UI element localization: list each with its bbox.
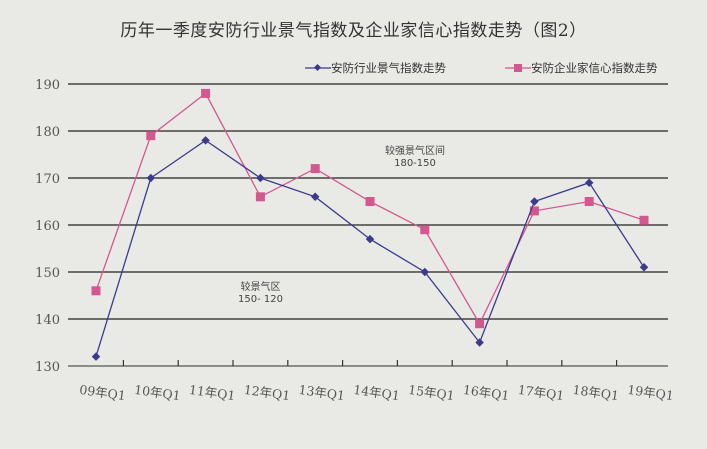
y-tick-label: 180	[35, 125, 60, 140]
x-tick-label: 17年Q1	[517, 382, 565, 403]
y-tick-label: 160	[35, 219, 60, 234]
data-point-square	[420, 225, 430, 235]
x-tick-label: 19年Q1	[627, 382, 675, 403]
data-point-square	[310, 164, 320, 174]
data-point-square	[584, 197, 594, 206]
annotation-line: 150- 120	[238, 294, 283, 305]
x-tick-label: 13年Q1	[298, 382, 346, 403]
x-tick-label: 09年Q1	[79, 382, 127, 403]
chart-title: 历年一季度安防行业景气指数及企业家信心指数走势（图2）	[120, 21, 587, 41]
annotation-line: 较强景气区间	[385, 146, 445, 157]
x-tick-label: 18年Q1	[572, 382, 620, 403]
legend-item-confidence: 安防企业家信心指数走势	[505, 60, 658, 76]
data-point-diamond	[420, 267, 430, 277]
x-tick-label: 14年Q1	[353, 382, 401, 403]
legend-item-industry: 安防行业景气指数走势	[305, 60, 446, 76]
annotation-strong-zone: 较强景气区间 180-150	[385, 146, 445, 170]
x-tick-label: 10年Q1	[133, 382, 181, 403]
annotation-line: 较景气区	[240, 282, 281, 293]
y-tick-label: 170	[35, 172, 60, 187]
x-tick-label: 15年Q1	[407, 382, 455, 403]
data-point-square	[639, 215, 649, 225]
data-point-diamond	[146, 173, 156, 183]
data-point-diamond	[91, 352, 101, 361]
annotation-moderate-zone: 较景气区 150- 120	[238, 282, 283, 306]
data-point-diamond	[256, 173, 265, 183]
series-line	[95, 139, 645, 357]
annotation-line: 180-150	[394, 158, 436, 169]
data-point-square	[475, 319, 485, 329]
x-tick-label: 11年Q1	[188, 382, 236, 403]
y-tick-label: 130	[35, 360, 60, 375]
data-point-square	[146, 131, 156, 141]
data-point-diamond	[584, 178, 594, 187]
data-point-diamond	[475, 338, 484, 347]
y-tick-label: 140	[35, 313, 60, 328]
data-point-square	[255, 192, 265, 202]
data-point-square	[91, 286, 101, 296]
y-tick-label: 190	[35, 78, 60, 93]
data-point-square	[201, 88, 211, 98]
y-tick-label: 150	[35, 266, 60, 281]
series-line	[95, 92, 645, 326]
data-point-square	[365, 197, 375, 206]
legend-label: 安防行业景气指数走势	[331, 61, 446, 75]
data-point-diamond	[201, 136, 210, 145]
data-point-diamond	[530, 197, 539, 206]
legend-label: 安防企业家信心指数走势	[531, 61, 658, 75]
data-point-diamond	[639, 263, 649, 272]
data-point-square	[529, 206, 539, 216]
x-tick-label: 12年Q1	[243, 382, 291, 403]
data-point-diamond	[310, 192, 320, 202]
data-point-diamond	[365, 234, 375, 244]
x-tick-label: 16年Q1	[462, 382, 510, 403]
